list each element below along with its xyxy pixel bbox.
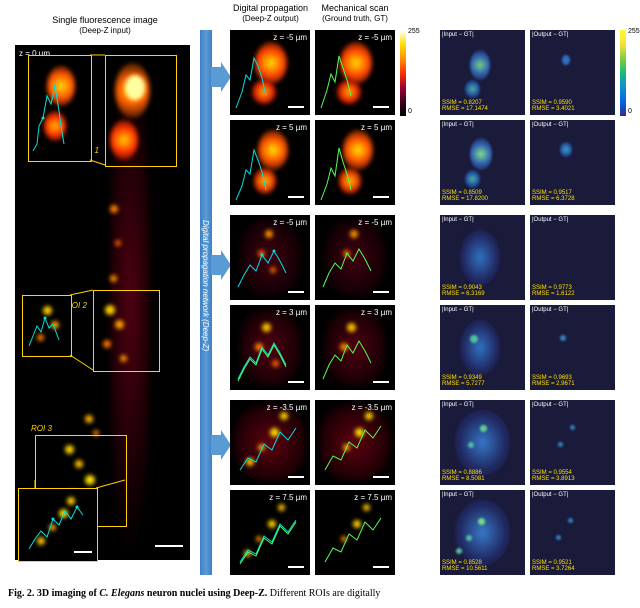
mech-r3b: z = 7.5 µm: [315, 490, 395, 575]
mech-r3a: z = -3.5 µm: [315, 400, 395, 485]
digital-r1a: z = -5 µm: [230, 30, 310, 115]
digital-r2b: z = 3 µm: [230, 305, 310, 390]
mech-r1b: z = 5 µm: [315, 120, 395, 205]
roi1-box: ROI 1: [105, 55, 177, 167]
diff-in-r3a: |Input − GT| SSIM = 0.8886RMSE = 8.5081: [440, 400, 525, 485]
colorbar-parula: [620, 30, 626, 116]
network-label: Digital propagation network (Deep-Z): [201, 220, 210, 351]
diff-out-r2a: |Output − GT| SSIM = 0.9773RMSE = 1.6122: [530, 215, 615, 300]
colorbar-fire: [400, 30, 406, 116]
mech-title: Mechanical scan (Ground truth, GT): [315, 4, 395, 24]
diff-out-r3a: |Output − GT| SSIM = 0.9554RMSE = 3.8913: [530, 400, 615, 485]
digital-r2a: z = -5 µm: [230, 215, 310, 300]
diff-out-r2b: |Output − GT| SSIM = 0.9693RMSE = 2.9671: [530, 305, 615, 390]
diff-in-r2b: |Input − GT| SSIM = 0.9349RMSE = 5.7277: [440, 305, 525, 390]
roi3-crop: [18, 488, 98, 562]
diff-in-r2a: |Input − GT| SSIM = 0.9043RMSE = 6.3169: [440, 215, 525, 300]
digital-title: Digital propagation (Deep-Z output): [228, 4, 313, 24]
arrow-icon: [211, 62, 231, 97]
mech-r2a: z = -5 µm: [315, 215, 395, 300]
input-title: Single fluorescence image (Deep-Z input): [40, 16, 170, 36]
roi1-crop: [28, 55, 92, 162]
digital-r3a: z = -3.5 µm: [230, 400, 310, 485]
diff-in-r1b: |Input − GT| SSIM = 0.8509RMSE = 17.8200: [440, 120, 525, 205]
mech-r1a: z = -5 µm: [315, 30, 395, 115]
roi2-box: ROI 2: [93, 290, 160, 372]
digital-r1b: z = 5 µm: [230, 120, 310, 205]
arrow-icon: [211, 250, 231, 285]
diff-out-r3b: |Output − GT| SSIM = 0.9521RMSE = 3.7264: [530, 490, 615, 575]
roi2-crop: [22, 295, 72, 357]
mech-r2b: z = 3 µm: [315, 305, 395, 390]
diff-out-r1a: |Output − GT| SSIM = 0.9590RMSE = 3.4021: [530, 30, 615, 115]
diff-in-r1a: |Input − GT| SSIM = 0.8207RMSE = 17.1474: [440, 30, 525, 115]
scale-bar: [155, 545, 183, 547]
figure: Single fluorescence image (Deep-Z input)…: [0, 0, 640, 590]
arrow-icon: [211, 430, 231, 465]
figure-caption: Fig. 2. 3D imaging of C. Elegans neuron …: [8, 588, 628, 599]
diff-in-r3b: |Input − GT| SSIM = 0.8528RMSE = 10.5611: [440, 490, 525, 575]
digital-r3b: z = 7.5 µm: [230, 490, 310, 575]
diff-out-r1b: |Output − GT| SSIM = 0.9517RMSE = 6.3728: [530, 120, 615, 205]
